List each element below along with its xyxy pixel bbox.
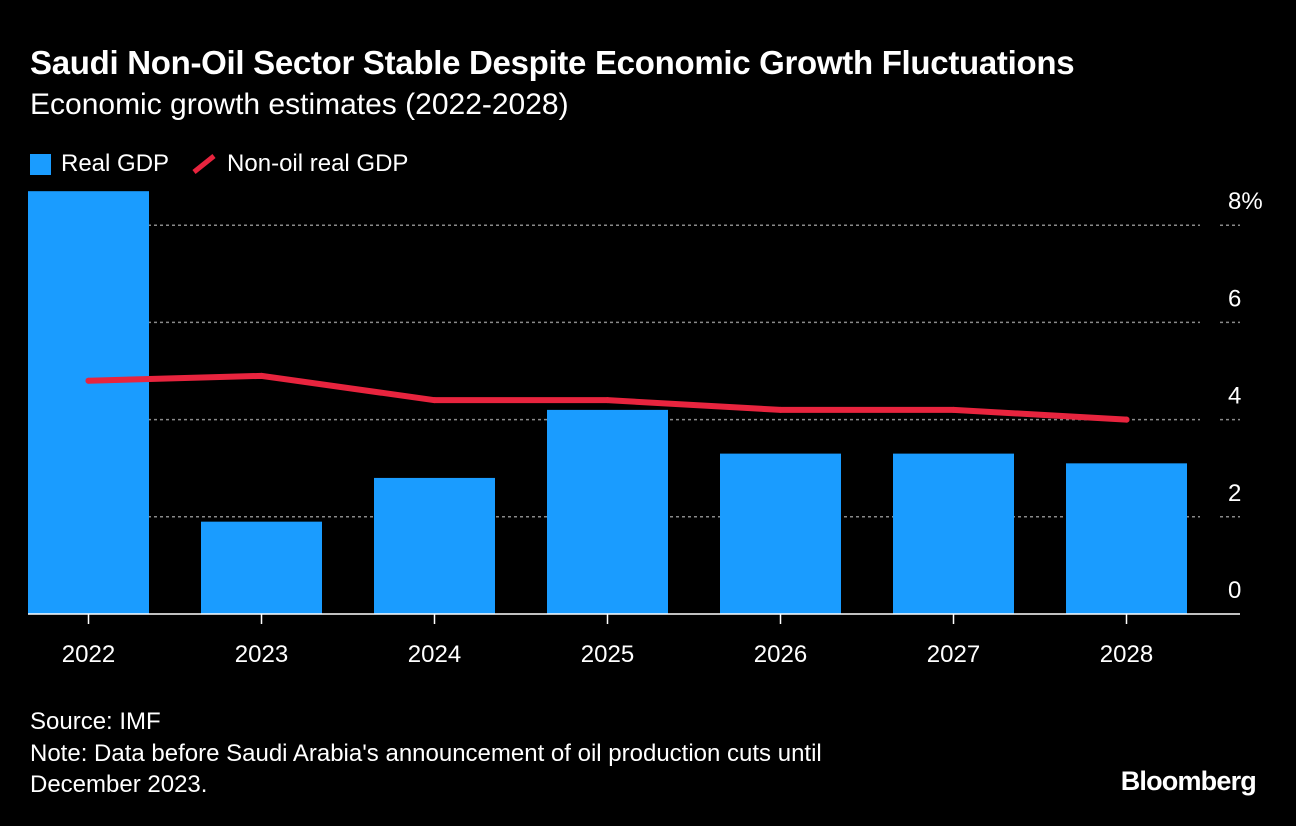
- source-text: Source: IMF: [30, 708, 161, 735]
- legend-label-real-gdp: Real GDP: [61, 150, 170, 177]
- x-tick-label-2027: 2027: [927, 641, 980, 668]
- x-tick-label-2025: 2025: [581, 641, 634, 668]
- x-tick-label-2023: 2023: [235, 641, 288, 668]
- bar-real-gdp-2023: [201, 521, 322, 614]
- bar-real-gdp-2026: [720, 453, 841, 614]
- line-point-non-oil-2024: [431, 397, 438, 404]
- legend-item-non-oil-gdp: Non-oil real GDP: [191, 150, 408, 178]
- line-point-non-oil-2025: [604, 397, 611, 404]
- line-point-non-oil-2023: [258, 372, 265, 379]
- chart-title: Saudi Non-Oil Sector Stable Despite Econ…: [30, 44, 1075, 81]
- bar-real-gdp-2028: [1066, 463, 1187, 614]
- legend-line-swatch-icon: [192, 154, 216, 174]
- chart-subtitle: Economic growth estimates (2022-2028): [30, 88, 569, 121]
- legend-bar-swatch-icon: [30, 153, 51, 175]
- bloomberg-logo: Bloomberg: [1120, 766, 1257, 796]
- y-tick-label-8: 8%: [1228, 188, 1263, 215]
- y-tick-label-2: 2: [1228, 480, 1241, 507]
- chart-plot-area: 2022 2023 2024 2025 2026 2027 2028 0 2 4 6 8%: [28, 188, 1263, 668]
- line-point-non-oil-2027: [950, 406, 957, 413]
- y-tick-label-0: 0: [1228, 577, 1241, 604]
- note-text-line-1: Note: Data before Saudi Arabia's announc…: [30, 740, 822, 767]
- bar-real-gdp-2027: [893, 453, 1014, 614]
- bar-real-gdp-2024: [374, 477, 495, 614]
- line-point-non-oil-2022: [85, 377, 92, 384]
- y-tick-label-4: 4: [1228, 383, 1241, 410]
- x-tick-label-2024: 2024: [408, 641, 461, 668]
- legend-label-non-oil-gdp: Non-oil real GDP: [227, 150, 409, 177]
- bar-real-gdp-2025: [547, 409, 668, 614]
- y-tick-label-6: 6: [1228, 285, 1241, 312]
- note-text-line-2: December 2023.: [30, 771, 208, 798]
- bar-real-gdp-2022: [28, 191, 149, 614]
- line-point-non-oil-2026: [777, 406, 784, 413]
- chart-legend: Real GDP Non-oil real GDP: [30, 150, 430, 178]
- x-tick-label-2028: 2028: [1100, 641, 1153, 668]
- line-point-non-oil-2028: [1123, 416, 1130, 423]
- legend-item-real-gdp: Real GDP: [30, 150, 169, 178]
- x-tick-label-2022: 2022: [62, 641, 115, 668]
- x-tick-label-2026: 2026: [754, 641, 807, 668]
